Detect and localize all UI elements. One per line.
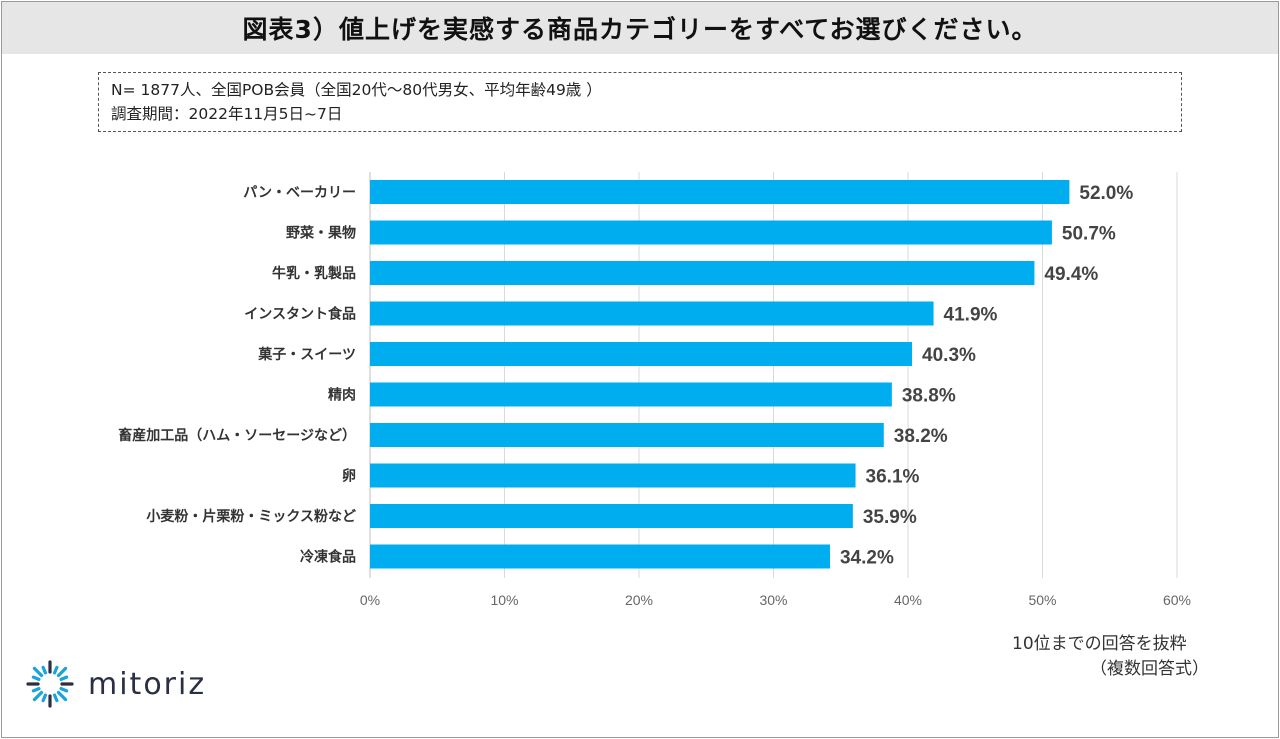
category-label: 冷凍食品 <box>300 549 356 566</box>
category-label: パン・ベーカリー <box>243 185 356 201</box>
data-label: 34.2% <box>840 548 894 569</box>
logo-ray <box>31 686 41 693</box>
logo-ray <box>32 666 44 678</box>
category-label: 小麦粉・片栗粉・ミックス粉など <box>146 508 356 525</box>
bar <box>370 180 1070 204</box>
bar <box>370 301 934 326</box>
survey-sample-text: N= 1877人、全国POB会員（全国20代～80代男女、平均年齢49歳 ） <box>111 81 602 99</box>
data-label: 38.2% <box>894 426 948 447</box>
survey-note-box: N= 1877人、全国POB会員（全国20代～80代男女、平均年齢49歳 ） 調… <box>98 72 1182 132</box>
logo-ray <box>31 675 41 682</box>
mitoriz-logo: mitoriz <box>24 658 206 710</box>
bar <box>370 504 853 528</box>
bar <box>370 220 1052 245</box>
survey-period-text: 調査期間：2022年11月5日~7日 <box>111 105 343 123</box>
logo-ray <box>52 693 59 703</box>
bar <box>370 544 830 569</box>
bar <box>370 261 1035 285</box>
logo-ray <box>52 665 59 675</box>
category-label: 菓子・スイーツ <box>257 346 356 363</box>
category-label: インスタント食品 <box>244 306 356 323</box>
logo-ray <box>59 675 69 682</box>
logo-text: mitoriz <box>88 666 207 702</box>
data-label: 38.8% <box>902 386 956 407</box>
figure-title: 図表3）値上げを実感する商品カテゴリーをすべてお選びください。 <box>2 2 1278 54</box>
x-tick-label: 0% <box>360 592 380 608</box>
data-label: 41.9% <box>944 305 998 326</box>
footnote-line-2: （複数回答式） <box>1090 659 1209 679</box>
x-tick-label: 40% <box>894 592 922 608</box>
data-label: 40.3% <box>922 345 976 366</box>
x-tick-label: 50% <box>1028 592 1056 608</box>
footnote-line-1: 10位までの回答を抜粋 <box>1012 634 1187 654</box>
bar <box>370 382 892 407</box>
bar <box>370 463 856 488</box>
x-tick-label: 10% <box>490 592 518 608</box>
bar <box>370 342 913 366</box>
logo-ray <box>59 686 69 693</box>
data-label: 36.1% <box>866 467 920 488</box>
x-tick-label: 20% <box>625 592 653 608</box>
data-label: 49.4% <box>1044 264 1098 285</box>
x-tick-label: 30% <box>759 592 787 608</box>
sun-burst-logo-icon <box>26 660 74 708</box>
bar <box>370 423 884 447</box>
category-label: 卵 <box>342 468 356 485</box>
category-label: 野菜・果物 <box>286 225 356 242</box>
logo-ray <box>56 666 68 678</box>
logo-ray <box>41 665 48 675</box>
data-label: 35.9% <box>863 507 917 528</box>
data-label: 52.0% <box>1079 183 1133 204</box>
category-label: 牛乳・乳製品 <box>272 265 356 282</box>
logo-ray <box>41 693 48 703</box>
category-label: 畜産加工品（ハム・ソーセージなど） <box>118 427 356 444</box>
category-label: 精肉 <box>328 387 356 404</box>
footnote: 10位までの回答を抜粋 （複数回答式） <box>1012 632 1238 682</box>
x-tick-label: 60% <box>1163 592 1191 608</box>
logo-ray <box>56 690 68 702</box>
data-label: 50.7% <box>1062 224 1116 245</box>
logo-ray <box>32 690 44 702</box>
